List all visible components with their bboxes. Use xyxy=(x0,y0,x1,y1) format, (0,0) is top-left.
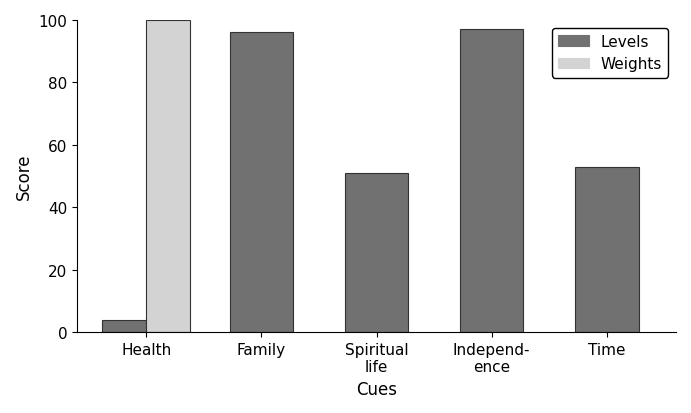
Legend: Levels, Weights: Levels, Weights xyxy=(552,28,668,78)
Bar xyxy=(575,167,638,332)
Bar xyxy=(345,173,408,332)
Y-axis label: Score: Score xyxy=(15,154,33,200)
Bar xyxy=(229,33,293,332)
Bar xyxy=(146,21,190,332)
X-axis label: Cues: Cues xyxy=(356,380,397,398)
Bar xyxy=(460,30,523,332)
Bar xyxy=(102,320,146,332)
